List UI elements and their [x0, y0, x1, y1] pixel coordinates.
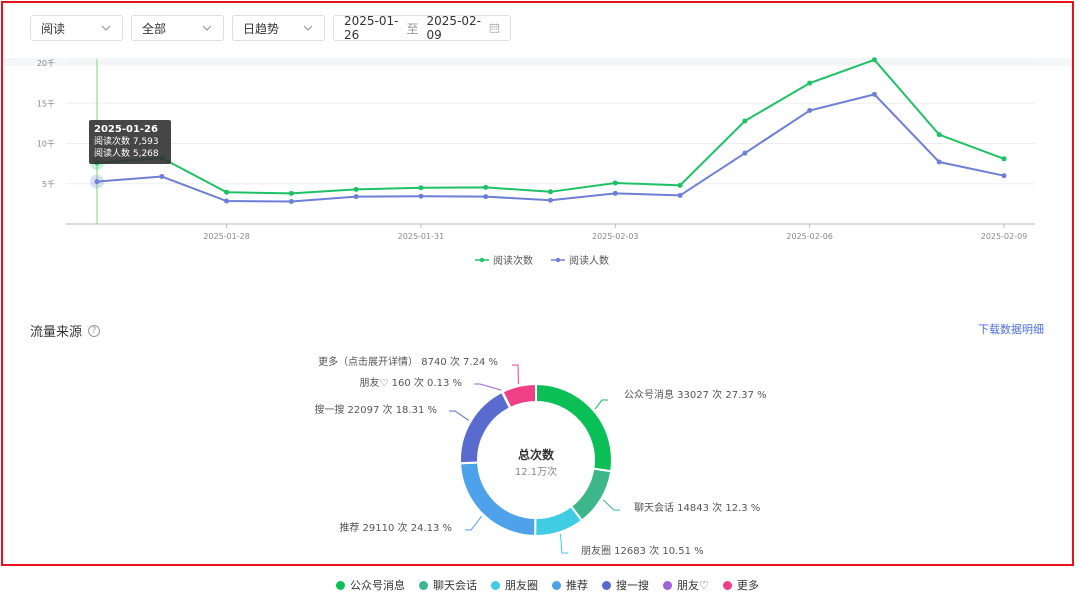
traffic-source-title: 流量来源 ? — [30, 321, 101, 340]
donut-legend-item[interactable]: 公众号消息 — [336, 577, 405, 593]
legend-label-readers: 阅读人数 — [569, 256, 609, 267]
data-point — [224, 189, 230, 195]
data-point — [418, 193, 424, 199]
donut-legend: 公众号消息 聊天会话 朋友圈 推荐 搜一搜 朋友♡ 更多 — [336, 577, 759, 593]
data-point — [288, 198, 294, 204]
data-point — [288, 190, 294, 196]
legend-item-reads[interactable]: 阅读次数 — [475, 252, 533, 267]
x-tick-label: 2025-01-28 — [203, 232, 250, 241]
donut-legend-label: 公众号消息 — [350, 579, 405, 592]
data-point — [871, 91, 877, 97]
chevron-down-icon — [202, 25, 212, 31]
legend-label-reads: 阅读次数 — [493, 256, 533, 267]
granularity-select-value: 日趋势 — [243, 21, 280, 36]
scope-select[interactable]: 全部 — [131, 15, 224, 41]
y-tick-label: 15千 — [37, 98, 55, 108]
date-separator: 至 — [406, 21, 419, 36]
data-point — [936, 132, 942, 138]
donut-legend-label: 搜一搜 — [616, 579, 649, 592]
series-line-reads — [96, 58, 1005, 195]
tooltip-line-readers: 阅读人数 5,268 — [94, 149, 159, 159]
y-tick-label: 20千 — [37, 58, 55, 68]
granularity-select[interactable]: 日趋势 — [232, 15, 325, 41]
date-end[interactable]: 2025-02-09 — [426, 14, 481, 42]
legend-dot-icon — [663, 580, 672, 590]
donut-legend-item[interactable]: 聊天会话 — [419, 577, 477, 593]
donut-legend-label: 推荐 — [566, 579, 588, 592]
data-point — [94, 179, 100, 185]
donut-legend-label: 聊天会话 — [433, 579, 477, 592]
x-tick-label: 2025-02-06 — [786, 232, 833, 241]
series-line-readers — [96, 93, 1005, 203]
legend-line-reads-icon — [475, 257, 489, 262]
chevron-down-icon — [101, 25, 111, 31]
data-point — [1001, 156, 1007, 162]
donut-legend-label: 更多 — [736, 579, 759, 592]
data-point — [677, 182, 683, 188]
chart-tooltip: 2025-01-26 阅读次数 7,593 阅读人数 5,268 — [89, 120, 171, 164]
date-start[interactable]: 2025-01-26 — [344, 14, 399, 42]
data-point — [1001, 173, 1007, 179]
traffic-source-title-text: 流量来源 — [30, 325, 83, 340]
data-point — [807, 80, 813, 86]
data-point — [677, 192, 683, 198]
data-point — [418, 185, 424, 191]
metric-select-value: 阅读 — [41, 21, 66, 36]
trend-line-chart: 5千 10千 15千 20千 2025-01-28 2025-01-31 2025-02-0… — [37, 57, 1035, 241]
chart-header-band — [4, 58, 1072, 66]
x-tick-label: 2025-02-03 — [592, 232, 639, 241]
donut-legend-item[interactable]: 朋友圈 — [491, 577, 538, 593]
legend-dot-icon — [722, 580, 732, 590]
legend-item-readers[interactable]: 阅读人数 — [551, 252, 609, 267]
legend-dot-icon — [602, 580, 611, 590]
data-point — [483, 194, 489, 200]
data-point — [353, 186, 359, 192]
data-point — [224, 198, 230, 204]
legend-dot-icon — [336, 580, 345, 590]
data-point — [548, 189, 553, 195]
chevron-down-icon — [303, 25, 313, 31]
donut-legend-label: 朋友♡ — [677, 579, 709, 592]
legend-dot-icon — [552, 580, 561, 590]
data-point — [483, 184, 489, 190]
data-point — [807, 108, 813, 114]
tooltip-line-reads: 阅读次数 7,593 — [94, 137, 159, 147]
data-point — [159, 174, 165, 180]
calendar-icon[interactable] — [489, 21, 500, 35]
help-icon[interactable]: ? — [88, 324, 101, 337]
data-point — [936, 159, 942, 165]
y-tick-label: 10千 — [37, 139, 55, 149]
data-point — [742, 118, 748, 124]
donut-legend-label: 朋友圈 — [505, 579, 538, 592]
download-detail-link[interactable]: 下载数据明细 — [978, 323, 1044, 336]
x-tick-label: 2025-01-31 — [398, 232, 445, 241]
data-point — [871, 57, 877, 63]
legend-dot-icon — [419, 580, 428, 590]
highlight-frame — [1, 1, 1074, 566]
data-point — [612, 190, 618, 196]
scope-select-value: 全部 — [142, 21, 167, 36]
filter-bar: 阅读 全部 日趋势 2025-01-26 至 2025-02-09 — [30, 14, 511, 43]
y-tick-label: 5千 — [42, 179, 55, 189]
data-point — [353, 194, 359, 200]
data-point — [548, 197, 553, 203]
donut-legend-item[interactable]: 朋友♡ — [663, 577, 709, 593]
legend-dot-icon — [491, 580, 500, 590]
x-tick-label: 2025-02-09 — [981, 232, 1028, 241]
metric-select[interactable]: 阅读 — [30, 15, 123, 41]
donut-legend-item[interactable]: 搜一搜 — [602, 577, 649, 593]
data-point — [612, 180, 618, 186]
date-range-picker[interactable]: 2025-01-26 至 2025-02-09 — [333, 14, 511, 42]
donut-legend-item[interactable]: 推荐 — [552, 577, 588, 593]
legend-line-readers-icon — [551, 257, 565, 262]
data-point — [742, 150, 748, 156]
tooltip-date: 2025-01-26 — [94, 124, 158, 135]
donut-legend-item[interactable]: 更多 — [722, 577, 759, 593]
trend-legend: 阅读次数 阅读人数 — [475, 252, 609, 267]
